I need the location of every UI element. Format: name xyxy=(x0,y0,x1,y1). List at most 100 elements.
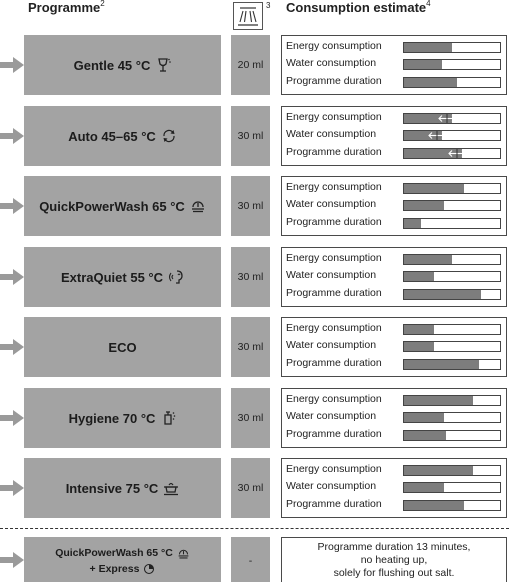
section-divider xyxy=(0,528,509,529)
intensive-pot-icon xyxy=(164,482,179,496)
consumption-box: Energy consumption Water consumption Progr… xyxy=(281,35,507,95)
express-note: Programme duration 13 minutes, no heatin… xyxy=(281,537,507,582)
duration-bar xyxy=(403,289,501,300)
hygiene-icon xyxy=(164,411,176,425)
duration-label: Programme duration xyxy=(286,287,382,299)
programme-row-express: QuickPowerWash 65 °C + Express - Program… xyxy=(0,537,509,582)
express-line2: + Express xyxy=(90,563,156,575)
energy-bar-fill xyxy=(404,466,473,475)
energy-label: Energy consumption xyxy=(286,252,382,264)
energy-bar xyxy=(403,254,501,265)
programme-name: Gentle 45 °C xyxy=(73,57,151,73)
duration-label: Programme duration xyxy=(286,146,382,158)
detergent-amount: 30 ml xyxy=(231,388,270,448)
arrow-icon xyxy=(0,480,24,496)
express-programme-name: QuickPowerWash 65 °C xyxy=(55,547,173,559)
extra-quiet-icon xyxy=(168,270,183,284)
water-label: Water consumption xyxy=(286,269,377,281)
arrow-icon xyxy=(0,552,24,568)
duration-bar-fill xyxy=(404,360,479,369)
arrow-icon xyxy=(0,410,24,426)
quick-power-wash-icon xyxy=(178,549,189,558)
energy-bar xyxy=(403,324,501,335)
energy-label: Energy consumption xyxy=(286,40,382,52)
water-label: Water consumption xyxy=(286,339,377,351)
programme-row-eco: ECO 30 ml Energy consumption Water consumpt… xyxy=(0,317,509,377)
energy-bar xyxy=(403,465,501,476)
detergent-amount: 20 ml xyxy=(231,35,270,95)
water-bar-fill xyxy=(404,60,442,69)
detergent-amount: 30 ml xyxy=(231,317,270,377)
consumption-box: Energy consumption Water consumption Progr… xyxy=(281,458,507,518)
water-bar-fill xyxy=(404,342,434,351)
detergent-amount: 30 ml xyxy=(231,247,270,307)
quick-power-wash-icon xyxy=(191,201,204,213)
energy-bar-fill xyxy=(404,43,452,52)
duration-label: Programme duration xyxy=(286,498,382,510)
energy-bar xyxy=(403,42,501,53)
water-bar xyxy=(403,59,501,70)
energy-bar-fill xyxy=(404,396,473,405)
duration-bar-fill xyxy=(404,290,481,299)
programme-header-text: Programme xyxy=(28,0,101,15)
duration-bar xyxy=(403,430,501,441)
programme-name: Auto 45–65 °C xyxy=(68,128,156,144)
programme-row-gentle-45-c: Gentle 45 °C 20 ml Energy consumption Water… xyxy=(0,35,509,95)
arrow-icon xyxy=(0,198,24,214)
express-note-line1: Programme duration 13 minutes, xyxy=(317,541,471,553)
water-bar xyxy=(403,130,501,141)
programme-header: Programme2 xyxy=(28,0,105,15)
energy-bar xyxy=(403,183,501,194)
water-label: Water consumption xyxy=(286,480,377,492)
programme-box: Auto 45–65 °C xyxy=(24,106,221,166)
programme-box: QuickPowerWash 65 °C xyxy=(24,176,221,236)
duration-bar-fill xyxy=(404,149,462,158)
arrow-icon xyxy=(0,339,24,355)
express-clock-icon xyxy=(144,563,155,574)
range-arrow-icon xyxy=(438,114,456,123)
duration-bar-fill xyxy=(404,431,446,440)
detergent-dispenser-icon xyxy=(233,2,263,30)
range-arrow-icon xyxy=(448,149,466,158)
programme-row-hygiene-70-c: Hygiene 70 °C 30 ml Energy consumption Wate… xyxy=(0,388,509,448)
water-bar-fill xyxy=(404,483,444,492)
duration-label: Programme duration xyxy=(286,75,382,87)
duration-label: Programme duration xyxy=(286,216,382,228)
water-bar-fill xyxy=(404,272,434,281)
energy-label: Energy consumption xyxy=(286,181,382,193)
energy-label: Energy consumption xyxy=(286,393,382,405)
consumption-header: Consumption estimate4 xyxy=(286,0,431,15)
programme-box: Hygiene 70 °C xyxy=(24,388,221,448)
water-label: Water consumption xyxy=(286,198,377,210)
programme-name: ECO xyxy=(108,339,137,355)
programme-name: Intensive 75 °C xyxy=(65,480,159,496)
energy-bar-fill xyxy=(404,114,452,123)
water-bar xyxy=(403,271,501,282)
programme-header-footnote: 2 xyxy=(100,0,105,8)
detergent-amount-express: - xyxy=(231,537,270,582)
water-bar xyxy=(403,200,501,211)
water-bar-fill xyxy=(404,131,442,140)
programme-box: Intensive 75 °C xyxy=(24,458,221,518)
range-arrow-icon xyxy=(428,131,446,140)
consumption-box: Energy consumption Water consumption Progr… xyxy=(281,388,507,448)
energy-bar xyxy=(403,113,501,124)
water-bar xyxy=(403,341,501,352)
programme-row-quickpowerwash-65-c: QuickPowerWash 65 °C 30 ml Energy consumpt… xyxy=(0,176,509,236)
consumption-header-text: Consumption estimate xyxy=(286,0,427,15)
detergent-amount: 30 ml xyxy=(231,458,270,518)
duration-label: Programme duration xyxy=(286,428,382,440)
water-label: Water consumption xyxy=(286,410,377,422)
water-bar xyxy=(403,412,501,423)
detergent-amount: 30 ml xyxy=(231,106,270,166)
water-label: Water consumption xyxy=(286,57,377,69)
energy-bar-fill xyxy=(404,184,464,193)
arrow-icon xyxy=(0,128,24,144)
detergent-header-footnote: 3 xyxy=(266,1,271,10)
programme-row-auto-45-65-c: Auto 45–65 °C 30 ml Energy consumption Wate… xyxy=(0,106,509,166)
express-option-label: + Express xyxy=(89,562,140,575)
arrow-icon xyxy=(0,269,24,285)
energy-bar-fill xyxy=(404,325,434,334)
programme-name: ExtraQuiet 55 °C xyxy=(60,269,163,285)
consumption-box: Energy consumption Water consumption Progr… xyxy=(281,176,507,236)
